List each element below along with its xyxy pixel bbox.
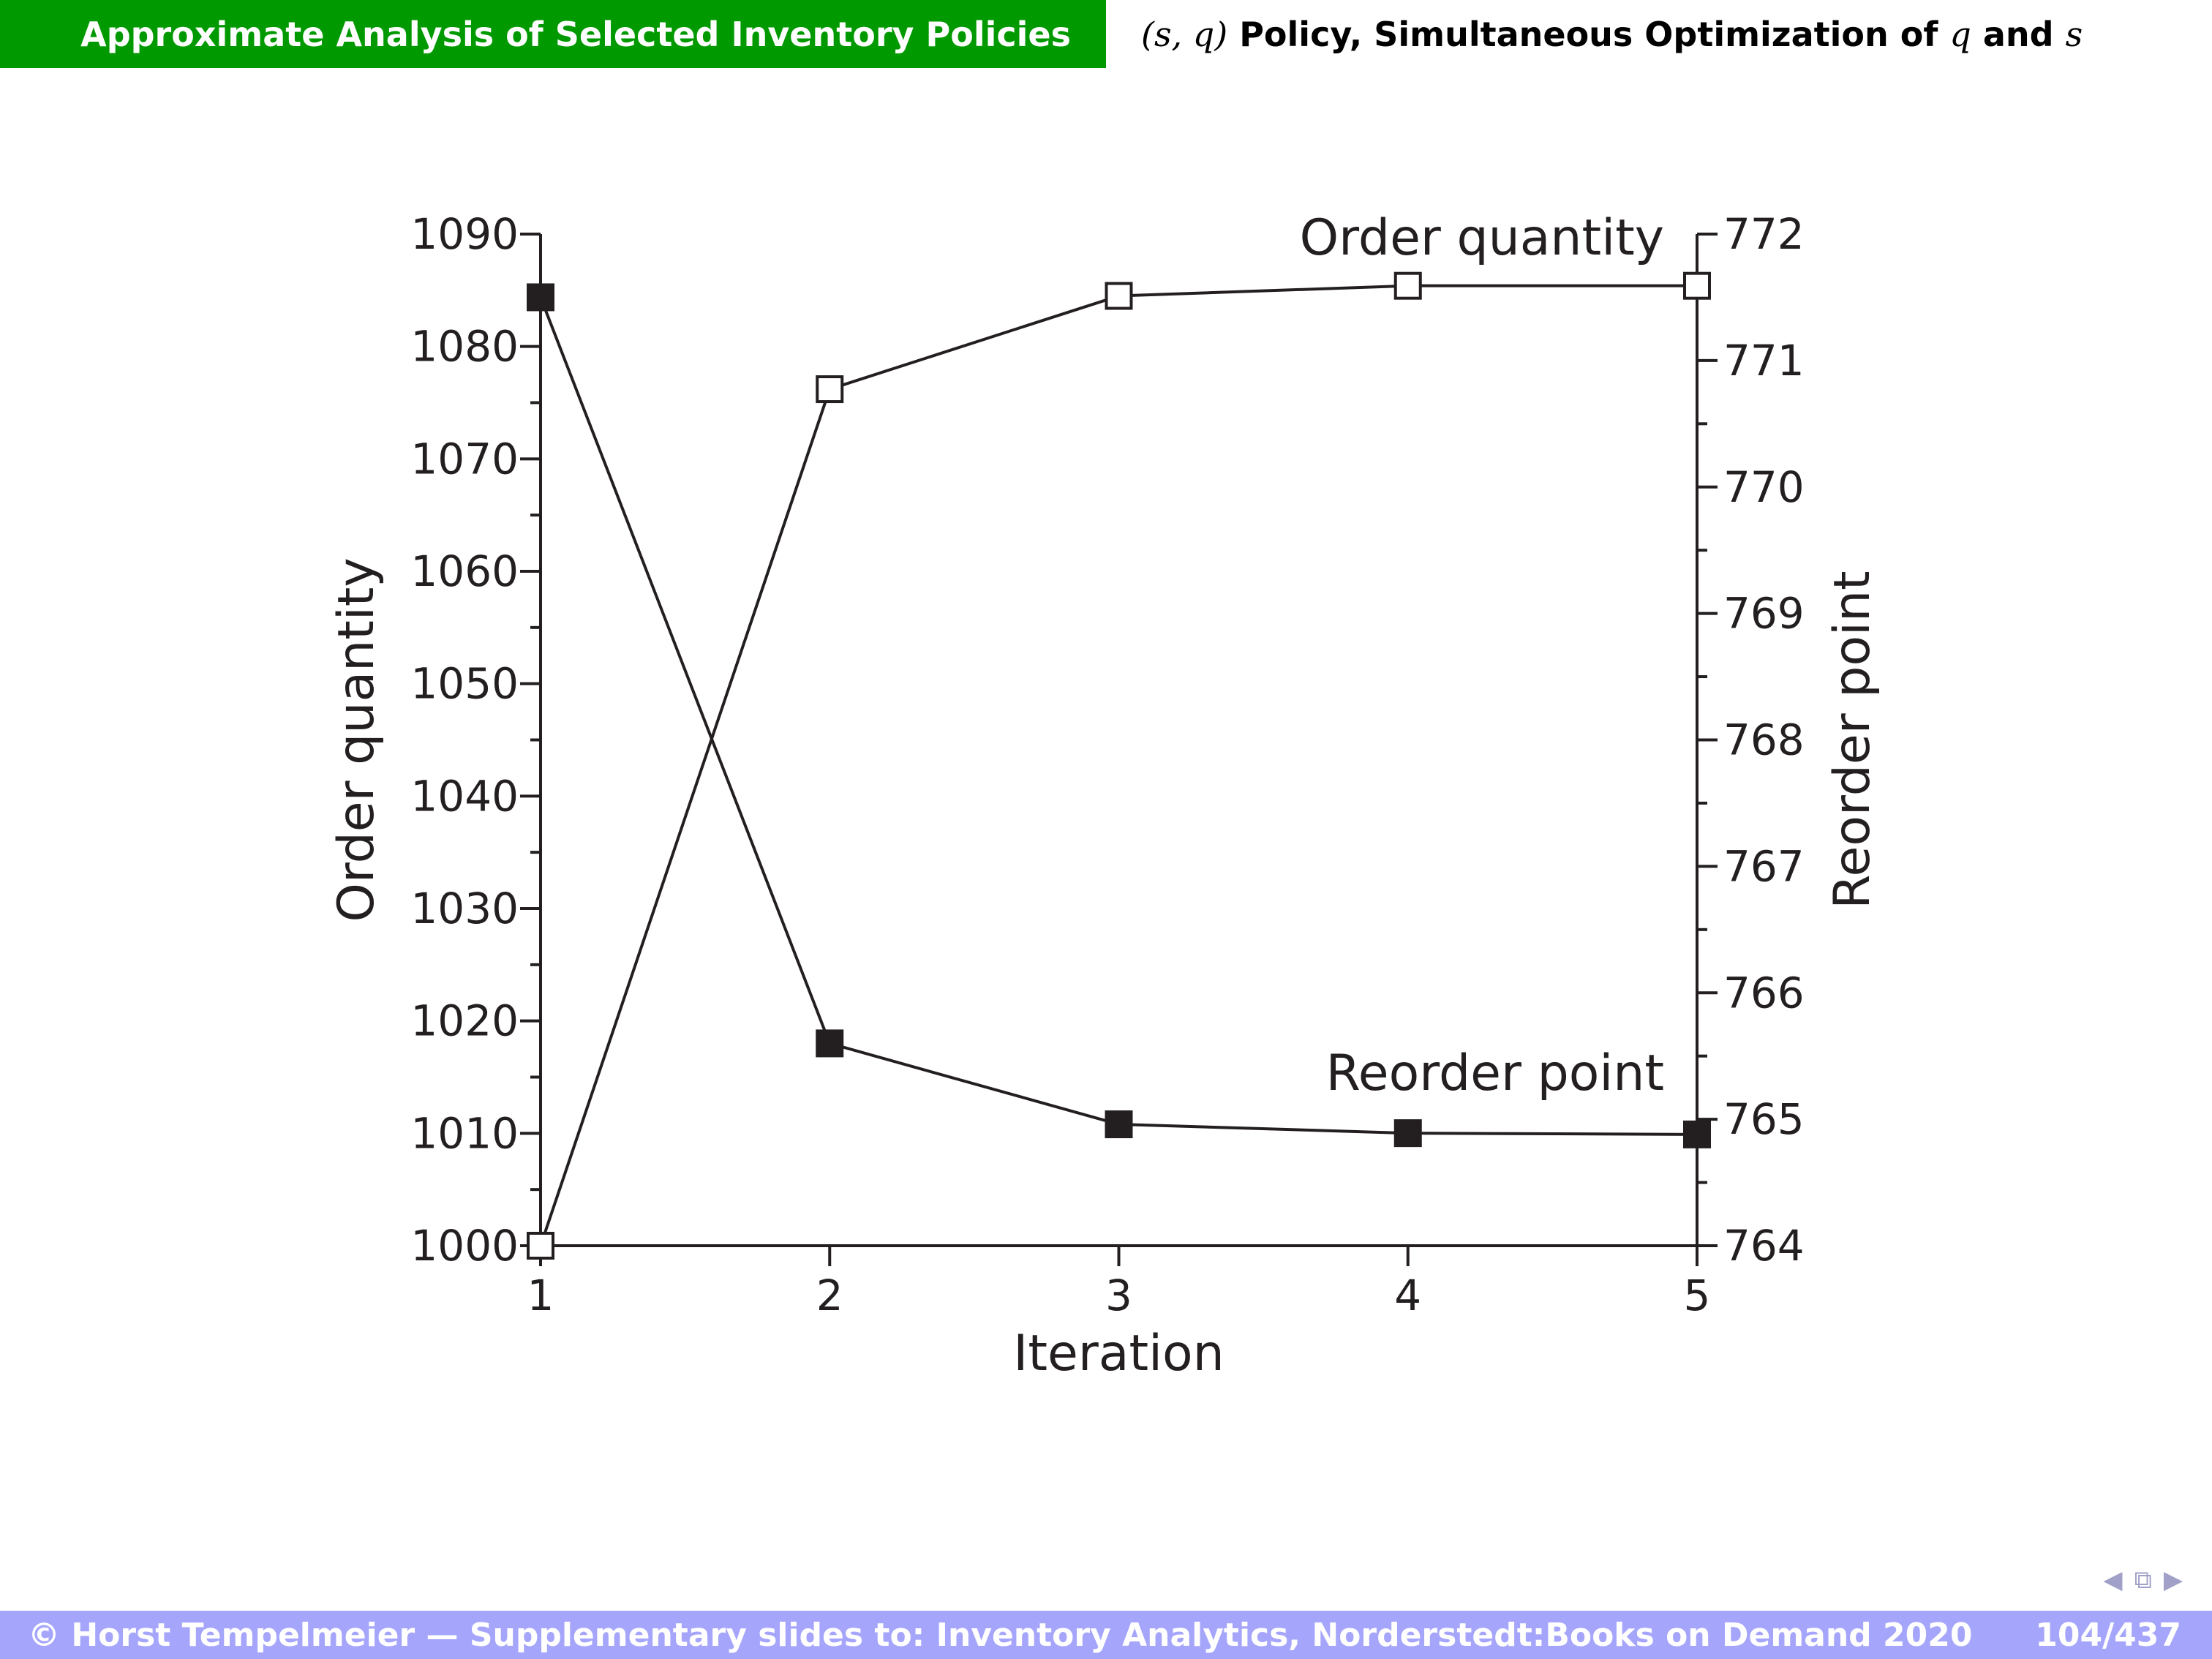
- policy-notation: (s, q): [1141, 14, 1228, 54]
- data-point: [1683, 271, 1711, 300]
- data-point: [1393, 1119, 1422, 1148]
- series-label-reorder-point: Reorder point: [1326, 1045, 1664, 1102]
- y2-tick-label: 766: [1723, 968, 1805, 1017]
- y-tick-label: 1010: [410, 1108, 519, 1158]
- y-tick-label: 1080: [410, 322, 519, 372]
- y-axis-title: Order quantity: [328, 557, 385, 922]
- triangle-left-icon[interactable]: ◀: [2103, 1565, 2123, 1595]
- triangle-right-icon[interactable]: ▶: [2163, 1565, 2183, 1595]
- x-tick-label: 3: [1105, 1271, 1132, 1320]
- var-s: s: [2065, 14, 2083, 54]
- section-title-text: Approximate Analysis of Selected Invento…: [80, 14, 1071, 54]
- y2-tick-label: 764: [1723, 1221, 1805, 1271]
- y2-axis-title: Reorder point: [1824, 571, 1881, 908]
- data-point: [1105, 1110, 1133, 1139]
- data-point: [527, 283, 554, 312]
- beamer-nav: ◀ ⧉ ▶: [2103, 1565, 2183, 1595]
- and-text: and: [1982, 14, 2054, 54]
- series-label-order-quantity: Order quantity: [1300, 209, 1664, 267]
- frames-icon[interactable]: ⧉: [2134, 1565, 2152, 1595]
- y-tick-label: 1020: [410, 996, 519, 1046]
- y2-tick-label: 768: [1723, 715, 1805, 765]
- y-tick-label: 1040: [410, 771, 519, 821]
- y2-tick-label: 765: [1723, 1094, 1805, 1144]
- slide-title-text: Policy, Simultaneous Optimization of: [1239, 14, 1938, 54]
- data-point: [527, 1232, 554, 1260]
- data-point: [1683, 1120, 1711, 1148]
- data-point: [1105, 282, 1133, 310]
- y2-tick-label: 767: [1723, 841, 1805, 891]
- y-tick-label: 1060: [410, 546, 519, 596]
- y2-tick-label: 772: [1723, 209, 1805, 259]
- x-tick-label: 4: [1394, 1271, 1421, 1320]
- footer: © Horst Tempelmeier — Supplementary slid…: [0, 1611, 2212, 1659]
- x-tick-label: 5: [1684, 1271, 1711, 1320]
- page-number: 104/437: [2035, 1616, 2181, 1654]
- y-tick-label: 1090: [410, 209, 519, 259]
- data-point: [816, 375, 844, 404]
- data-point: [816, 1029, 844, 1058]
- x-axis-title: Iteration: [1013, 1325, 1224, 1382]
- y-tick-label: 1070: [410, 434, 519, 484]
- footer-copyright: © Horst Tempelmeier — Supplementary slid…: [28, 1616, 1973, 1654]
- y2-tick-label: 771: [1723, 336, 1805, 385]
- y-tick-label: 1000: [410, 1221, 519, 1271]
- section-title: Approximate Analysis of Selected Invento…: [0, 0, 1106, 68]
- x-tick-label: 1: [527, 1271, 554, 1320]
- y2-tick-label: 770: [1723, 462, 1805, 512]
- y-tick-label: 1030: [410, 884, 519, 933]
- series-line: [539, 296, 1698, 1136]
- data-point: [1393, 271, 1422, 300]
- var-q: q: [1949, 14, 1971, 54]
- y2-tick-label: 769: [1723, 589, 1805, 639]
- slide-title: (s, q) Policy, Simultaneous Optimization…: [1106, 0, 2212, 68]
- y-tick-label: 1050: [410, 659, 519, 709]
- x-tick-label: 2: [816, 1271, 843, 1320]
